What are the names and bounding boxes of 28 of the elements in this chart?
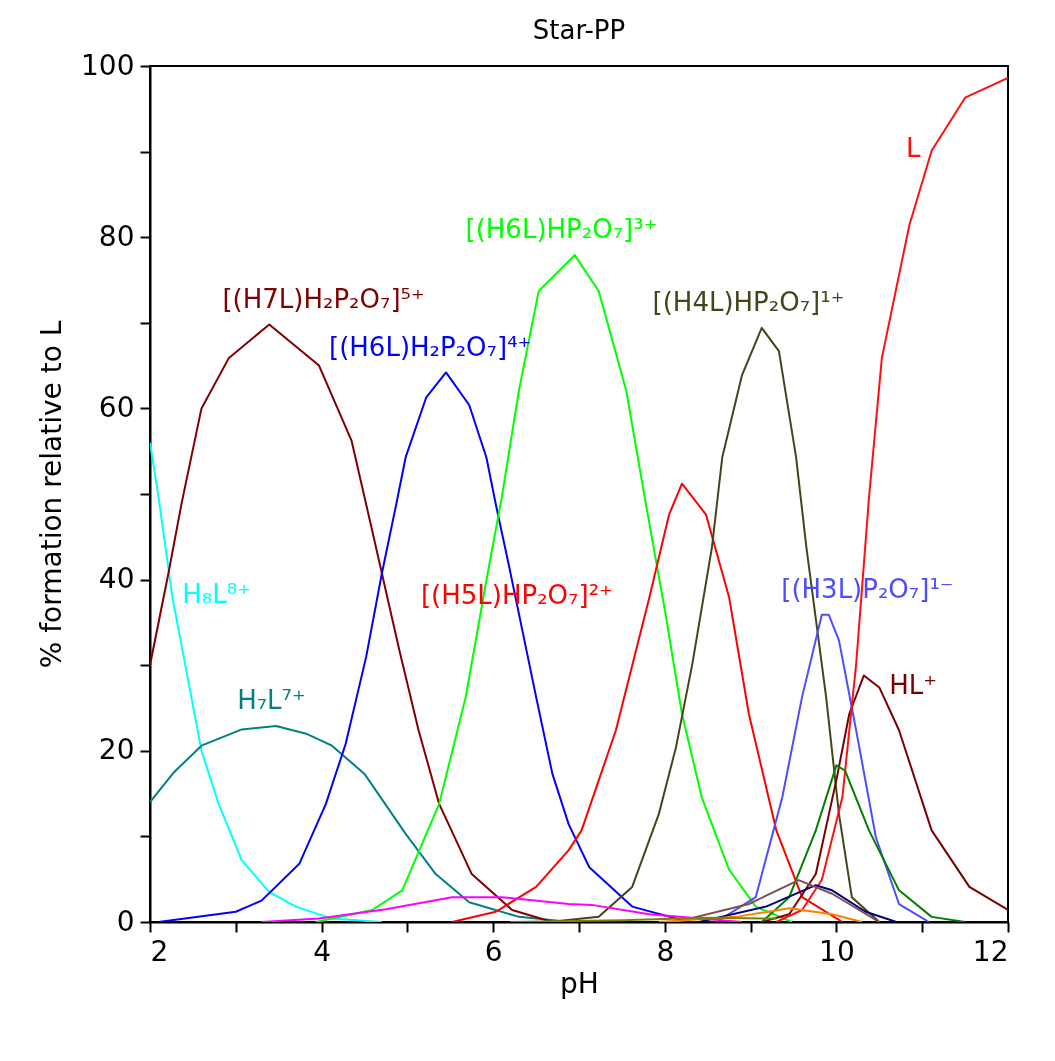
- line-series: [150, 441, 383, 922]
- chart-title: Star-PP: [532, 15, 626, 45]
- y-axis-title: % formation relative to L: [35, 320, 69, 669]
- y-tick-label: 60: [98, 390, 135, 424]
- x-tick-label: 2: [150, 934, 169, 968]
- series-label: [(H7L)H₂P₂O₇]⁵⁺: [222, 283, 425, 314]
- x-tick-label: 6: [484, 934, 503, 968]
- y-tick-label: 0: [116, 904, 135, 938]
- y-tick-label: 40: [98, 562, 135, 596]
- x-tick-label: 8: [656, 934, 675, 968]
- series-label: H₇L⁷⁺: [237, 685, 306, 716]
- line-series: [760, 764, 967, 922]
- y-tick-label: 80: [98, 219, 135, 253]
- x-tick-label: 12: [972, 934, 1009, 968]
- line-series: [657, 907, 864, 922]
- x-tick-label: 4: [313, 934, 332, 968]
- line-series: [260, 896, 744, 922]
- x-tick-label: 10: [819, 934, 855, 968]
- y-tick-label: 100: [81, 48, 135, 82]
- series-label: L: [906, 132, 922, 163]
- series-label: HL⁺: [889, 669, 938, 700]
- y-tick-label: 20: [98, 733, 135, 767]
- line-series: [698, 884, 898, 922]
- series-label: H₈L⁸⁺: [182, 578, 251, 609]
- x-axis-title: pH: [560, 966, 599, 1000]
- series-label: [(H4L)HP₂O₇]¹⁺: [652, 287, 845, 318]
- series-label: [(H6L)HP₂O₇]³⁺: [465, 214, 658, 245]
- line-series: [157, 371, 718, 922]
